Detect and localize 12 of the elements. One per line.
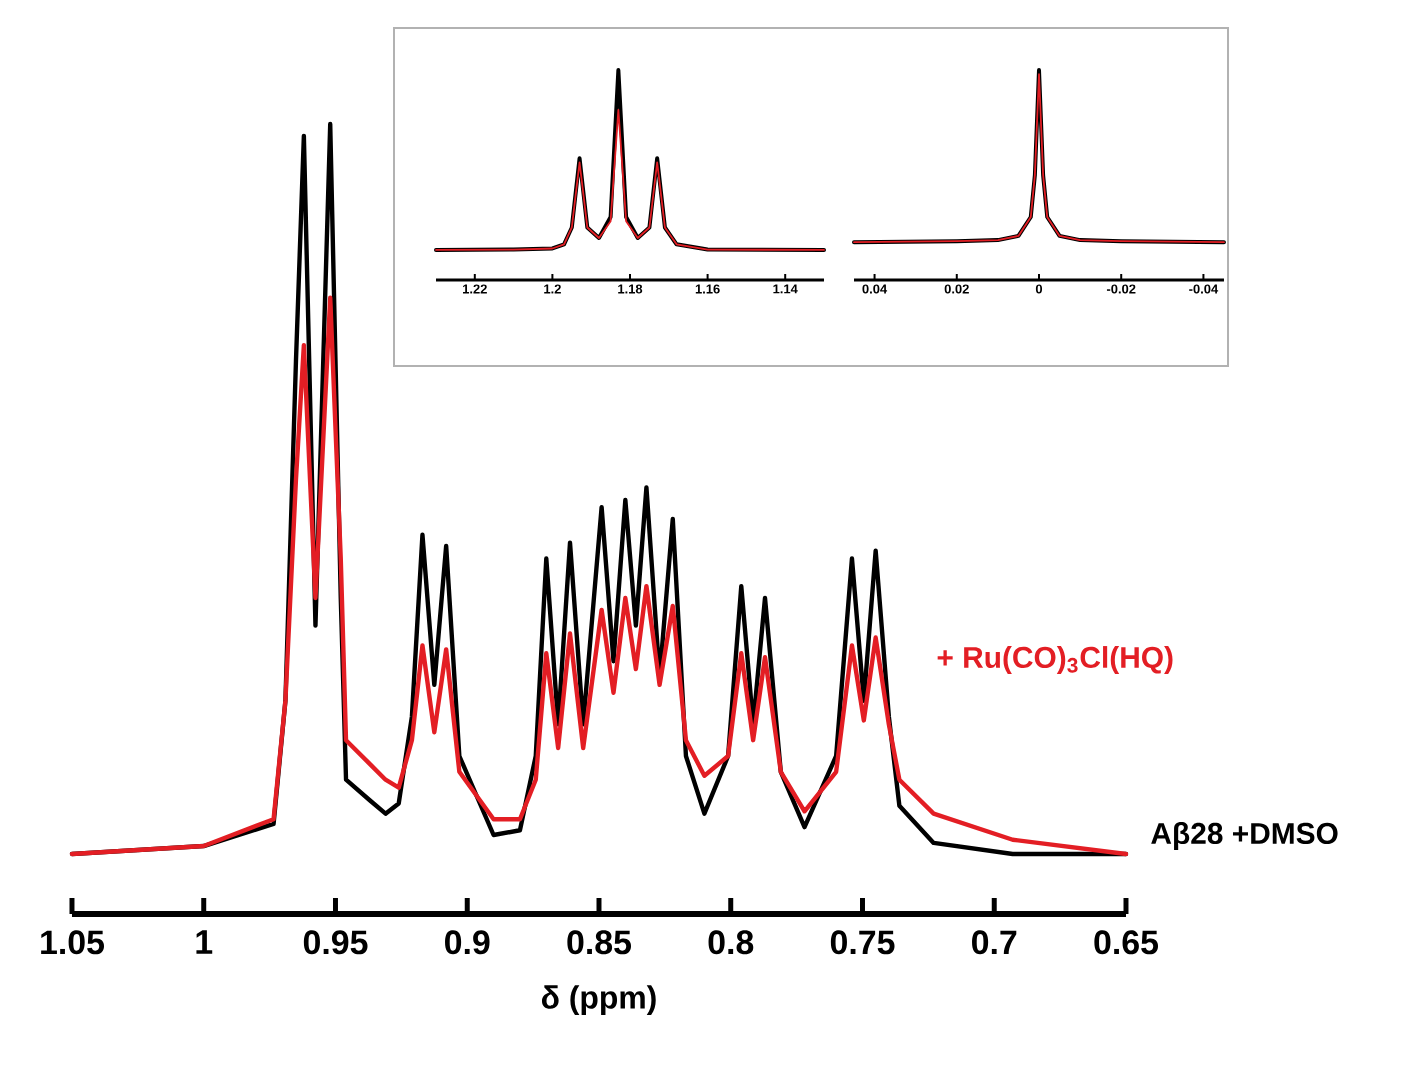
x-tick-label: 0.85 — [567, 930, 632, 955]
x-tick-label: 0.9 — [445, 930, 490, 955]
series-label: Aβ28 +DMSO — [1151, 822, 1338, 850]
x-tick-label: 0.75 — [830, 930, 895, 955]
x-tick-label: 0.95 — [303, 930, 368, 955]
x-tick-label: 0.65 — [1094, 930, 1159, 955]
x-tick-label: 1.05 — [41, 930, 105, 955]
x-axis-title: δ (ppm) — [541, 985, 656, 1016]
x-tick-label: 1 — [196, 930, 213, 954]
x-tick-label: 0.8 — [708, 930, 754, 955]
x-tick-label: 0.7 — [972, 930, 1017, 955]
series-label: + Ru(CO)$_{3}$Cl(HQ) — [937, 646, 1173, 674]
